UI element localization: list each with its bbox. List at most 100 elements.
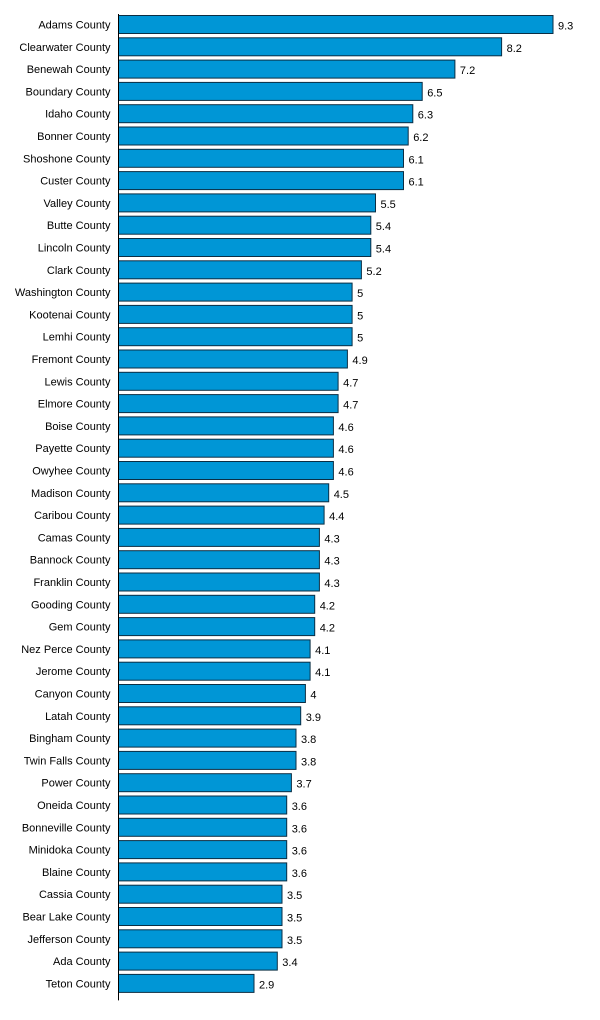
- value-label-3: 6.5: [427, 87, 442, 99]
- value-label-29: 4.1: [315, 667, 330, 679]
- bar-38: [118, 862, 288, 882]
- category-label-29: Jerome County: [36, 666, 111, 678]
- bar-40: [118, 907, 283, 926]
- value-label-25: 4.3: [324, 578, 339, 590]
- bar-42: [118, 951, 278, 971]
- bar-11: [118, 260, 362, 280]
- bar-36: [118, 817, 288, 837]
- category-label-37: Minidoka County: [29, 845, 111, 857]
- bar-3: [118, 81, 423, 101]
- category-label-10: Lincoln County: [38, 243, 111, 255]
- category-label-21: Madison County: [31, 488, 111, 500]
- category-label-12: Washington County: [15, 287, 111, 299]
- bar-0: [118, 15, 554, 34]
- bar-31: [118, 706, 302, 726]
- category-label-28: Nez Perce County: [21, 644, 111, 656]
- category-label-41: Jefferson County: [28, 934, 111, 946]
- category-labels-group: Adams County Clearwater County Benewah Cou…: [15, 20, 111, 991]
- bar-28: [118, 639, 311, 659]
- value-label-37: 3.6: [292, 846, 307, 858]
- bar-4: [118, 104, 414, 124]
- value-label-14: 5: [357, 333, 363, 345]
- value-label-16: 4.7: [343, 377, 358, 389]
- bar-7: [118, 171, 404, 191]
- bar-1: [118, 37, 503, 57]
- value-label-6: 6.1: [409, 154, 424, 166]
- category-label-20: Owyhee County: [32, 466, 111, 478]
- category-label-7: Custer County: [40, 176, 111, 188]
- value-label-31: 3.9: [306, 712, 321, 724]
- bar-8: [118, 193, 376, 213]
- category-label-4: Idaho County: [45, 109, 111, 121]
- category-label-17: Elmore County: [38, 399, 111, 411]
- bars-group: [118, 15, 554, 993]
- value-label-12: 5: [357, 288, 363, 300]
- category-label-35: Oneida County: [37, 800, 111, 812]
- category-label-23: Camas County: [38, 532, 111, 544]
- value-label-40: 3.5: [287, 913, 302, 925]
- value-label-41: 3.5: [287, 935, 302, 947]
- value-label-38: 3.6: [292, 868, 307, 880]
- bar-26: [118, 594, 316, 614]
- category-label-36: Bonneville County: [22, 822, 111, 834]
- value-label-24: 4.3: [324, 556, 339, 568]
- category-label-25: Franklin County: [33, 577, 111, 589]
- category-label-27: Gem County: [49, 622, 111, 634]
- category-label-19: Payette County: [35, 443, 111, 455]
- category-label-40: Bear Lake County: [22, 912, 111, 924]
- category-label-39: Cassia County: [39, 889, 111, 901]
- category-label-33: Twin Falls County: [24, 755, 111, 767]
- category-label-2: Benewah County: [27, 64, 111, 76]
- value-label-28: 4.1: [315, 645, 330, 657]
- bar-27: [118, 617, 316, 637]
- bar-34: [118, 773, 292, 793]
- value-label-10: 5.4: [376, 244, 391, 256]
- value-label-43: 2.9: [259, 979, 274, 991]
- category-label-26: Gooding County: [31, 599, 111, 611]
- value-label-13: 5: [357, 310, 363, 322]
- value-label-4: 6.3: [418, 110, 433, 122]
- value-label-20: 4.6: [338, 467, 353, 479]
- value-label-18: 4.6: [338, 422, 353, 434]
- value-label-33: 3.8: [301, 756, 316, 768]
- bar-39: [118, 884, 283, 904]
- value-label-39: 3.5: [287, 890, 302, 902]
- category-label-8: Valley County: [43, 198, 111, 210]
- bar-17: [118, 394, 339, 414]
- bar-6: [118, 148, 404, 168]
- category-label-43: Teton County: [46, 978, 111, 990]
- category-label-42: Ada County: [53, 956, 111, 968]
- value-label-32: 3.8: [301, 734, 316, 746]
- category-label-3: Boundary County: [26, 86, 111, 98]
- bar-30: [118, 684, 306, 703]
- value-label-0: 9.3: [558, 21, 573, 33]
- bar-13: [118, 304, 353, 324]
- bar-14: [118, 327, 353, 347]
- bar-32: [118, 728, 297, 748]
- value-label-42: 3.4: [282, 957, 297, 969]
- value-label-1: 8.2: [507, 43, 522, 55]
- bar-29: [118, 661, 311, 681]
- category-label-18: Boise County: [45, 421, 111, 433]
- value-label-21: 4.5: [334, 489, 349, 501]
- value-label-34: 3.7: [296, 779, 311, 791]
- value-label-22: 4.4: [329, 511, 344, 523]
- category-label-32: Bingham County: [29, 733, 111, 745]
- value-label-35: 3.6: [292, 801, 307, 813]
- bar-24: [118, 550, 320, 570]
- category-label-15: Fremont County: [32, 354, 111, 366]
- category-label-1: Clearwater County: [19, 42, 111, 54]
- bar-20: [118, 461, 334, 480]
- value-label-36: 3.6: [292, 823, 307, 835]
- bar-25: [118, 572, 320, 592]
- category-label-22: Caribou County: [34, 510, 111, 522]
- bar-21: [118, 483, 330, 503]
- bar-33: [118, 750, 297, 770]
- value-label-15: 4.9: [352, 355, 367, 367]
- bar-18: [118, 416, 334, 436]
- category-label-38: Blaine County: [42, 867, 111, 879]
- value-label-27: 4.2: [320, 623, 335, 635]
- bar-35: [118, 795, 288, 815]
- bar-10: [118, 238, 372, 257]
- value-label-11: 5.2: [366, 266, 381, 278]
